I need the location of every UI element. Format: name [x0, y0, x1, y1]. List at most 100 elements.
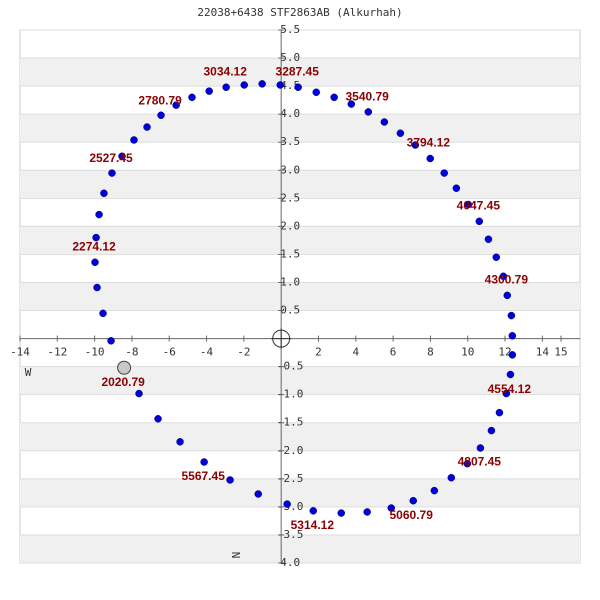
y-tick-label: -3.5: [277, 528, 304, 541]
orbit-point: [508, 351, 517, 359]
y-tick-label: 4.0: [280, 107, 300, 120]
epoch-label: 3034.12: [204, 64, 248, 78]
epoch-label: 2274.12: [72, 239, 116, 253]
orbit-point: [430, 486, 439, 495]
x-tick-label: -2: [237, 346, 250, 359]
orbit-point: [492, 253, 501, 261]
orbit-point: [411, 141, 420, 149]
grid-band: [20, 534, 580, 563]
orbit-point: [254, 490, 262, 498]
epoch-label: 3540.79: [345, 89, 389, 103]
orbit-point: [188, 93, 196, 102]
orbit-point: [93, 283, 101, 292]
epoch-label: 3287.45: [276, 64, 320, 78]
orbit-point: [309, 507, 318, 515]
y-tick-label: -2.0: [277, 444, 304, 457]
y-tick-label: 3.0: [280, 163, 300, 176]
y-tick-label: 0.5: [280, 304, 300, 317]
epoch-label: 3794.12: [407, 136, 451, 150]
x-tick-label: -6: [163, 346, 176, 359]
grid-band: [20, 478, 580, 507]
orbit-point: [205, 87, 213, 95]
orbit-point: [154, 415, 162, 423]
x-tick-label: 8: [427, 346, 434, 359]
orbit-point: [276, 81, 284, 89]
orbit-point: [91, 258, 99, 267]
x-tick-label: -14: [10, 346, 30, 359]
orbit-point: [409, 496, 418, 505]
orbit-point: [240, 81, 248, 89]
epoch-label: 5060.79: [390, 508, 434, 522]
orbit-point: [495, 408, 504, 417]
x-tick-label: 6: [390, 346, 397, 359]
y-tick-label: -0.5: [277, 360, 304, 373]
x-tick-label: -12: [47, 346, 67, 359]
epoch-label: 5314.12: [291, 518, 335, 532]
orbit-point: [506, 370, 515, 379]
y-tick-label: 4.0: [280, 556, 300, 569]
orbit-point: [176, 438, 184, 446]
y-tick-label: 1.5: [280, 247, 300, 260]
orbit-point: [200, 458, 208, 466]
orbit-point: [222, 83, 230, 91]
orbit-point: [476, 444, 485, 452]
orbit-point: [118, 152, 126, 160]
x-tick-label: -10: [85, 346, 105, 359]
orbit-point: [475, 217, 484, 226]
orbit-point: [294, 83, 302, 91]
y-tick-label: 5.5: [280, 23, 300, 36]
x-tick-label: -8: [125, 346, 138, 359]
x-tick-label: 15: [554, 346, 567, 359]
current-position: [117, 360, 132, 375]
y-tick-label: -2.5: [277, 472, 304, 485]
orbit-point: [503, 291, 512, 300]
orbit-point: [95, 210, 103, 219]
y-tick-label: 3.5: [280, 135, 300, 148]
orbit-point: [283, 500, 291, 508]
west-label: W: [25, 366, 32, 379]
y-tick-label: 2.0: [280, 219, 300, 232]
orbit-point: [258, 80, 266, 88]
epoch-label: 4554.12: [488, 382, 532, 396]
y-tick-label: -1.0: [277, 388, 304, 401]
orbit-point: [108, 169, 116, 177]
epoch-label: 4300.79: [485, 272, 529, 286]
orbit-point: [172, 101, 180, 109]
orbit-point: [440, 169, 448, 177]
orbit-point: [157, 111, 165, 120]
orbit-point: [312, 88, 320, 97]
orbit-point: [499, 272, 508, 281]
orbit-point: [364, 108, 373, 116]
orbit-point: [484, 235, 493, 244]
orbit-point: [452, 184, 461, 192]
epoch-label: 5567.45: [181, 469, 225, 483]
orbit-point: [464, 200, 473, 209]
grid-band: [20, 422, 580, 451]
orbit-point: [508, 332, 517, 340]
orbit-point: [337, 509, 345, 517]
x-tick-label: 14: [536, 346, 550, 359]
x-tick-label: -4: [200, 346, 214, 359]
x-tick-label: 4: [352, 346, 359, 359]
orbit-point: [502, 389, 511, 398]
orbit-point: [130, 136, 138, 144]
orbit-point: [99, 309, 107, 318]
epoch-label: 2527.45: [89, 151, 133, 165]
grid-band: [20, 282, 580, 311]
orbit-point: [107, 337, 115, 345]
epoch-label: 2020.79: [101, 375, 145, 389]
y-tick-label: 5.0: [280, 51, 300, 64]
x-tick-label: 12: [498, 346, 511, 359]
orbit-point: [135, 389, 143, 398]
orbit-point: [100, 189, 108, 198]
orbit-point: [143, 123, 151, 131]
y-tick-label: 2.5: [280, 191, 300, 204]
orbit-point: [463, 459, 472, 468]
orbit-point: [396, 129, 405, 137]
orbit-point: [487, 426, 496, 435]
orbit-point: [447, 473, 456, 482]
epoch-label: 4807.45: [458, 455, 502, 469]
orbit-point: [426, 154, 434, 163]
grid-band: [20, 114, 580, 143]
